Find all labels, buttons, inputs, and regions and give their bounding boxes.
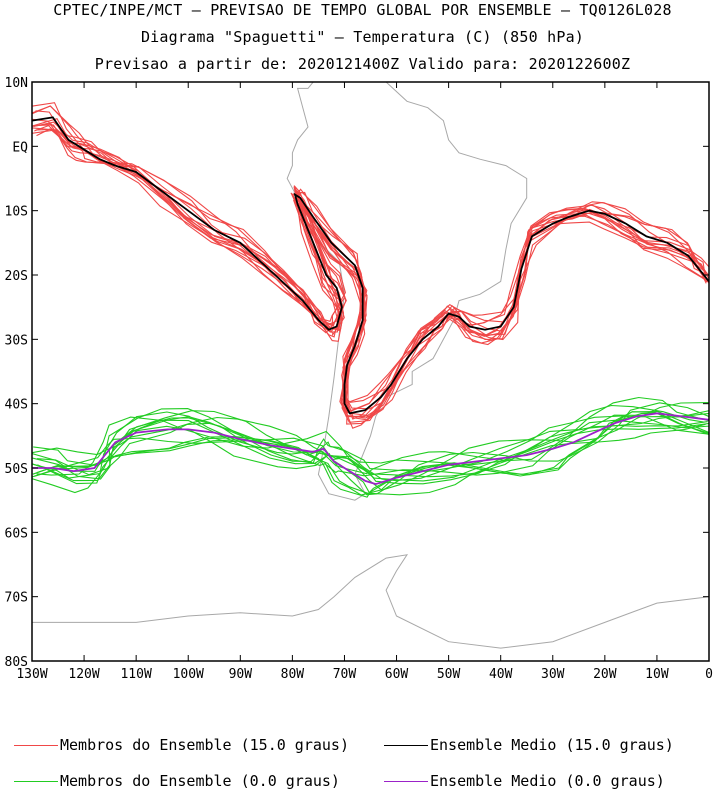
cold-mean-line — [32, 412, 709, 486]
x-tick-label: 130W — [16, 667, 47, 682]
legend-swatch-cold-members — [14, 780, 58, 782]
y-tick-label: 50S — [5, 462, 28, 477]
legend-swatch-cold-mean — [384, 780, 428, 782]
warm-member-line — [33, 121, 709, 418]
warm-member-line — [32, 123, 706, 418]
y-tick-label: 20S — [5, 269, 28, 284]
legend-label: Membros do Ensemble (15.0 graus) — [60, 736, 349, 754]
cold-member-line — [32, 410, 709, 482]
header-line-1: CPTEC/INPE/MCT — PREVISAO DE TEMPO GLOBA… — [53, 1, 672, 19]
ensemble-members-layer — [32, 102, 709, 498]
legend-item-cold-members: Membros do Ensemble (0.0 graus) — [14, 772, 340, 790]
legend-label: Ensemble Medio (0.0 graus) — [430, 772, 665, 790]
x-tick-label: 30W — [541, 667, 565, 682]
y-tick-label: 10N — [5, 76, 28, 91]
y-tick-label: 70S — [5, 591, 28, 606]
chart-title: Diagrama "Spaguetti" — Temperatura (C) (… — [140, 28, 585, 46]
legend-label: Membros do Ensemble (0.0 graus) — [60, 772, 340, 790]
axis-ticks: 130W 120W 110W 100W 90W 80W 70W 60W 50W 40W 30W 20W… — [5, 76, 713, 682]
legend-swatch-warm-mean — [384, 744, 428, 746]
x-tick-label: 50W — [437, 667, 461, 682]
x-tick-label: 90W — [229, 667, 253, 682]
warm-mean-line — [32, 116, 709, 415]
warm-member-line — [32, 105, 709, 413]
x-tick-label: 0 — [705, 667, 713, 682]
x-tick-label: 20W — [593, 667, 617, 682]
warm-member-line — [35, 110, 707, 403]
legend-swatch-warm-members — [14, 744, 58, 746]
legend-label: Ensemble Medio (15.0 graus) — [430, 736, 674, 754]
y-tick-label: EQ — [12, 140, 28, 155]
warm-member-line — [32, 129, 709, 425]
y-tick-label: 60S — [5, 526, 28, 541]
x-tick-label: 80W — [281, 667, 305, 682]
x-tick-label: 100W — [173, 667, 204, 682]
x-tick-label: 110W — [120, 667, 151, 682]
legend-item-cold-mean: Ensemble Medio (0.0 graus) — [384, 772, 665, 790]
x-tick-label: 10W — [645, 667, 669, 682]
ensemble-means-layer — [32, 116, 709, 486]
x-tick-label: 120W — [68, 667, 99, 682]
antarctica-coastline — [32, 554, 709, 649]
x-tick-label: 60W — [385, 667, 409, 682]
y-tick-label: 10S — [5, 205, 28, 220]
warm-member-line — [32, 118, 708, 420]
cold-member-line — [32, 410, 709, 496]
cold-member-line — [32, 408, 709, 473]
warm-member-line — [32, 102, 709, 403]
coastline-map — [32, 82, 709, 649]
plot-frame — [31, 81, 710, 662]
warm-member-line — [32, 118, 709, 410]
warm-member-line — [35, 124, 707, 416]
cold-member-line — [32, 416, 709, 480]
y-tick-label: 30S — [5, 333, 28, 348]
x-tick-label: 40W — [489, 667, 513, 682]
x-tick-label: 70W — [333, 667, 357, 682]
legend-item-warm-members: Membros do Ensemble (15.0 graus) — [14, 736, 349, 754]
warm-member-line — [32, 105, 709, 414]
legend-item-warm-mean: Ensemble Medio (15.0 graus) — [384, 736, 674, 754]
south-america-coastline — [286, 82, 528, 501]
y-tick-label: 80S — [5, 655, 28, 670]
y-tick-label: 40S — [5, 398, 28, 413]
header-line-3: Previsao a partir de: 2020121400Z Valido… — [94, 55, 631, 73]
